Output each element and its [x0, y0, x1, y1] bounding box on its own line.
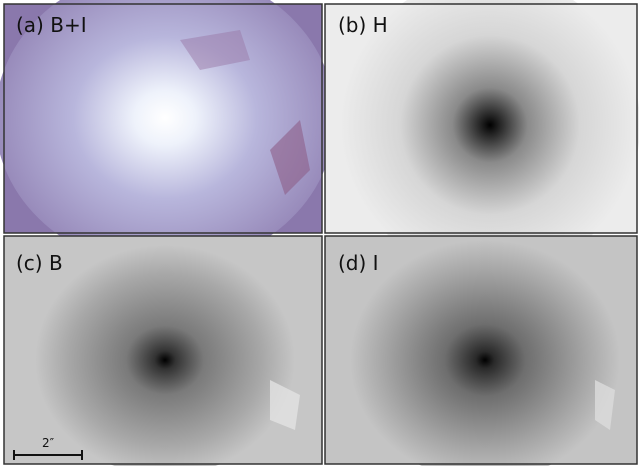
panel-label: (a) B+I — [16, 13, 87, 37]
panel-label: (b) H — [338, 13, 388, 37]
figure: (a) B+I (b) H (c) B 2″ (d) I — [0, 0, 639, 466]
scale-label: 2″ — [42, 436, 55, 450]
panel-a: (a) B+I — [0, 0, 335, 268]
panel-b: (b) H — [325, 0, 639, 275]
panel-label: (d) I — [338, 251, 379, 275]
panel-d: (d) I — [325, 236, 637, 466]
panel-c: (c) B 2″ — [4, 236, 322, 466]
panel-label: (c) B — [16, 251, 63, 275]
